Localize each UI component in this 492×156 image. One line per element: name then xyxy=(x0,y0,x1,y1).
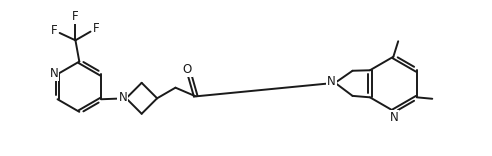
Text: N: N xyxy=(390,111,398,124)
Text: N: N xyxy=(119,91,127,104)
Text: O: O xyxy=(183,63,192,76)
Text: F: F xyxy=(51,24,57,37)
Text: F: F xyxy=(92,22,99,35)
Text: N: N xyxy=(50,67,59,80)
Text: N: N xyxy=(327,75,336,88)
Text: F: F xyxy=(72,10,79,23)
